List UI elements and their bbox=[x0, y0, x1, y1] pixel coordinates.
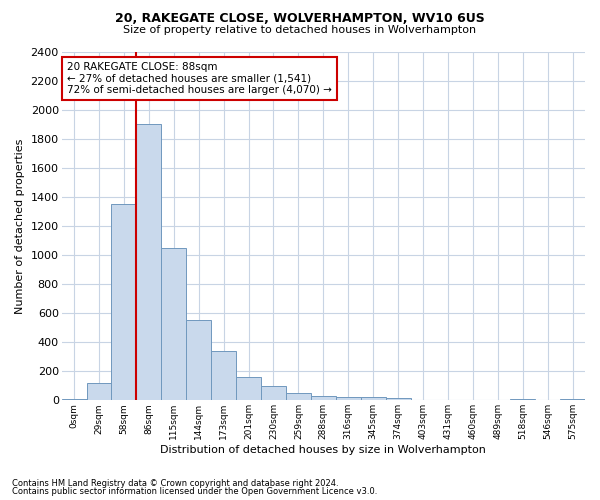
Bar bbox=[336, 398, 361, 400]
Y-axis label: Number of detached properties: Number of detached properties bbox=[15, 138, 25, 314]
Text: 20 RAKEGATE CLOSE: 88sqm
← 27% of detached houses are smaller (1,541)
72% of sem: 20 RAKEGATE CLOSE: 88sqm ← 27% of detach… bbox=[67, 62, 332, 95]
Bar bbox=[161, 248, 186, 400]
Bar bbox=[510, 399, 535, 400]
Text: Contains public sector information licensed under the Open Government Licence v3: Contains public sector information licen… bbox=[12, 487, 377, 496]
X-axis label: Distribution of detached houses by size in Wolverhampton: Distribution of detached houses by size … bbox=[160, 445, 486, 455]
Text: 20, RAKEGATE CLOSE, WOLVERHAMPTON, WV10 6US: 20, RAKEGATE CLOSE, WOLVERHAMPTON, WV10 … bbox=[115, 12, 485, 26]
Text: Size of property relative to detached houses in Wolverhampton: Size of property relative to detached ho… bbox=[124, 25, 476, 35]
Bar bbox=[236, 377, 261, 400]
Bar bbox=[261, 386, 286, 400]
Bar bbox=[186, 320, 211, 400]
Bar bbox=[86, 383, 112, 400]
Bar bbox=[286, 393, 311, 400]
Bar bbox=[211, 351, 236, 401]
Bar bbox=[112, 204, 136, 400]
Bar bbox=[136, 124, 161, 400]
Bar bbox=[62, 399, 86, 400]
Bar bbox=[386, 398, 410, 400]
Text: Contains HM Land Registry data © Crown copyright and database right 2024.: Contains HM Land Registry data © Crown c… bbox=[12, 478, 338, 488]
Bar bbox=[361, 398, 386, 400]
Bar bbox=[311, 396, 336, 400]
Bar bbox=[560, 399, 585, 400]
